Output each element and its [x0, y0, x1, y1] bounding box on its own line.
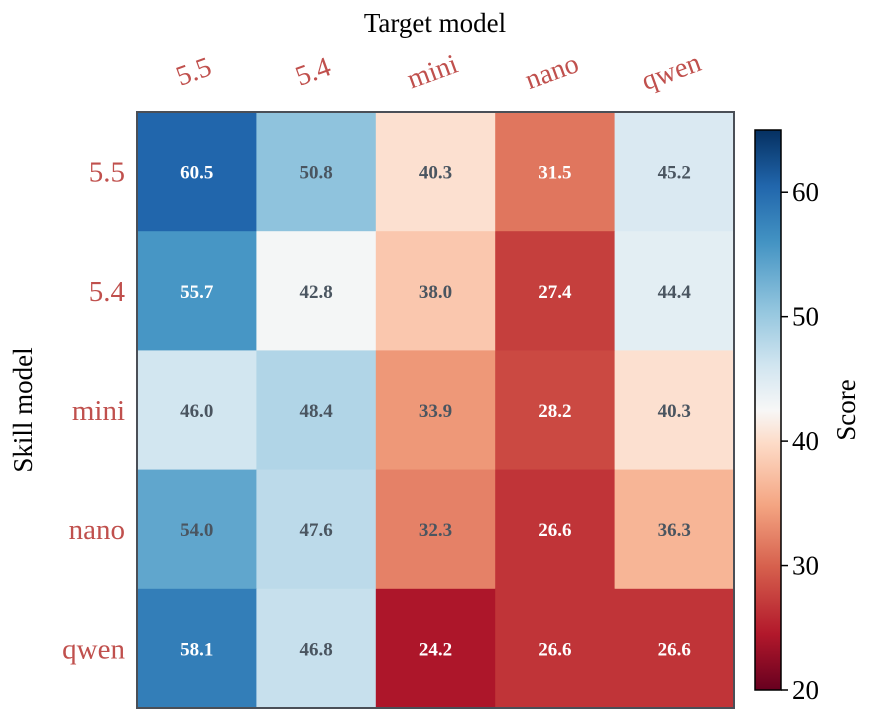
heatmap-cell	[495, 588, 616, 709]
y-tick-label: nano	[69, 514, 125, 546]
heatmap-cell	[375, 350, 496, 471]
heatmap-cell	[614, 469, 735, 590]
cell-value-label: 42.8	[299, 282, 332, 303]
colorbar-ticks: 20 30 40 50 60	[781, 177, 819, 705]
plot-frame	[136, 111, 735, 709]
cell-value-label: 26.6	[658, 639, 691, 660]
y-tick-labels: 5.5 5.4 mini nano qwen	[62, 157, 125, 666]
heatmap-cell	[256, 350, 377, 471]
heatmap-cell	[375, 231, 496, 351]
heatmap-cell	[375, 469, 496, 590]
heatmap-cell	[137, 469, 257, 590]
x-tick-label: qwen	[638, 47, 706, 97]
cell-value-label: 50.8	[299, 163, 332, 184]
cell-value-label: 36.3	[658, 520, 691, 541]
colorbar-label: Score	[831, 379, 861, 440]
cell-value-label: 28.2	[538, 401, 571, 422]
x-axis-title: Target model	[364, 8, 506, 38]
cell-value-label: 24.2	[419, 639, 452, 660]
heatmap-cell	[495, 112, 616, 232]
x-tick-label: mini	[403, 49, 462, 96]
heatmap-cell	[495, 231, 616, 351]
colorbar-tick-label: 30	[792, 551, 819, 581]
heatmap-cells	[137, 112, 735, 709]
cell-value-label: 26.6	[538, 520, 571, 541]
cell-value-label: 31.5	[538, 163, 571, 184]
colorbar-tick-label: 40	[792, 426, 819, 456]
x-tick-labels: 5.5 5.4 mini nano qwen	[172, 47, 705, 97]
colorbar-tick-label: 60	[792, 177, 819, 207]
heatmap-cell	[137, 231, 257, 351]
cell-value-label: 58.1	[180, 639, 213, 660]
heatmap-cell	[256, 231, 377, 351]
x-tick-label: 5.4	[291, 51, 334, 92]
y-tick-label: 5.5	[89, 157, 125, 189]
x-tick-label: nano	[521, 48, 583, 96]
cell-value-label: 40.3	[658, 401, 691, 422]
y-tick-label: mini	[72, 395, 125, 427]
y-axis-title: Skill model	[8, 347, 38, 472]
y-tick-label: qwen	[62, 633, 125, 665]
heatmap-cell	[256, 469, 377, 590]
heatmap-cell	[137, 112, 257, 232]
heatmap-cell	[137, 350, 257, 471]
heatmap-cell	[256, 588, 377, 709]
heatmap-cell	[614, 231, 735, 351]
heatmap-cell-labels: 60.5 50.8 40.3 31.5 45.2 55.7 42.8 38.0 27.4 44.4…	[180, 163, 691, 661]
x-tick-label: 5.5	[172, 51, 215, 92]
heatmap-cell	[614, 350, 735, 471]
colorbar-tick-label: 50	[792, 302, 819, 332]
cell-value-label: 45.2	[658, 163, 691, 184]
cell-value-label: 54.0	[180, 520, 213, 541]
cell-value-label: 46.8	[299, 639, 332, 660]
heatmap-cell	[614, 588, 735, 709]
cell-value-label: 26.6	[538, 639, 571, 660]
cell-value-label: 40.3	[419, 163, 452, 184]
cell-value-label: 32.3	[419, 520, 452, 541]
cell-value-label: 60.5	[180, 163, 213, 184]
colorbar-tick-label: 20	[792, 675, 819, 705]
cell-value-label: 46.0	[180, 401, 213, 422]
cell-value-label: 27.4	[538, 282, 572, 303]
cell-value-label: 55.7	[180, 282, 214, 303]
heatmap-cell	[375, 112, 496, 232]
y-tick-label: 5.4	[89, 276, 126, 308]
heatmap-cell	[614, 112, 735, 232]
cell-value-label: 33.9	[419, 401, 452, 422]
heatmap-cell	[256, 112, 377, 232]
cell-value-label: 38.0	[419, 282, 452, 303]
heatmap-cell	[495, 469, 616, 590]
cell-value-label: 44.4	[658, 282, 692, 303]
cell-value-label: 47.6	[299, 520, 332, 541]
heatmap-cell	[137, 588, 257, 709]
colorbar	[754, 129, 782, 691]
heatmap-cell	[375, 588, 496, 709]
cell-value-label: 48.4	[299, 401, 333, 422]
heatmap-cell	[495, 350, 616, 471]
